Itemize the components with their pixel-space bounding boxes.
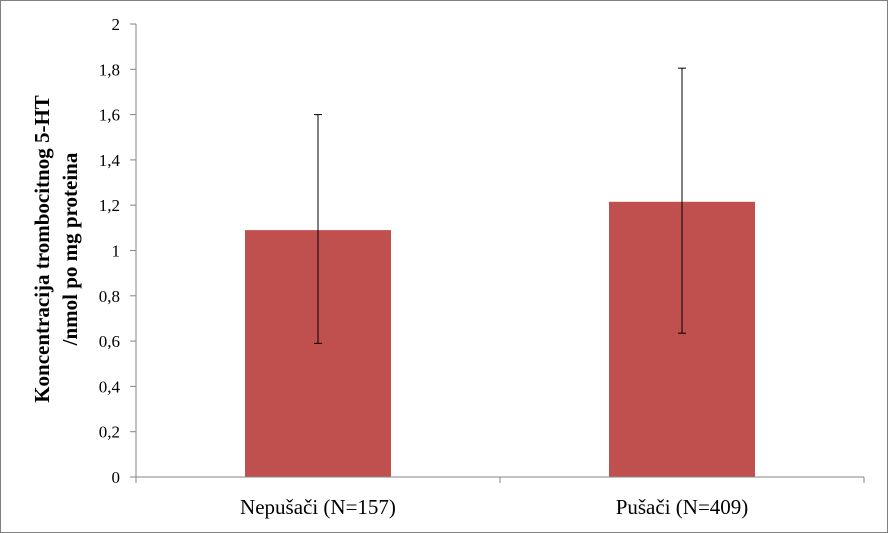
y-axis-title-line-2: /nmol po mg proteina [58, 152, 82, 346]
category-labels: Nepušači (N=157) Pušači (N=409) [240, 495, 748, 519]
y-axis-ticks: 0 0,2 0,4 0,6 0,8 1 1,2 1,4 1,6 1,8 2 [99, 15, 136, 487]
y-axis-title: Koncentracija trombocitnog 5-HT /nmol po… [30, 95, 82, 403]
y-tick-label: 0,2 [99, 423, 120, 442]
y-tick-label: 1,4 [99, 151, 121, 170]
error-bars [314, 67, 686, 344]
y-tick-label: 0,6 [99, 332, 120, 351]
bars [245, 201, 755, 478]
y-tick-label: 0,8 [99, 287, 120, 306]
y-tick-label: 1 [112, 242, 121, 261]
category-label: Nepušači (N=157) [240, 495, 396, 519]
y-tick-label: 0,4 [99, 377, 121, 396]
y-tick-label: 0 [112, 468, 121, 487]
axes [135, 24, 865, 483]
y-tick-label: 1,2 [99, 196, 120, 215]
y-tick-label: 1,8 [99, 60, 120, 79]
y-axis-title-line-1: Koncentracija trombocitnog 5-HT [30, 95, 54, 403]
y-tick-label: 2 [112, 15, 121, 34]
category-label: Pušači (N=409) [616, 495, 749, 519]
y-tick-label: 1,6 [99, 106, 120, 125]
